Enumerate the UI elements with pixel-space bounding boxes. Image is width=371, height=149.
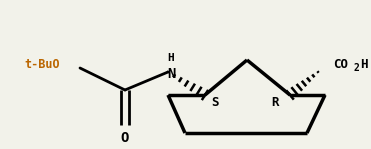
Text: t-BuO: t-BuO	[24, 58, 60, 70]
Text: H: H	[360, 59, 368, 72]
Text: 2: 2	[354, 63, 360, 73]
Text: N: N	[167, 67, 175, 81]
Text: CO: CO	[333, 59, 348, 72]
Text: R: R	[271, 96, 279, 108]
Text: S: S	[211, 96, 219, 108]
Text: O: O	[121, 131, 129, 145]
Text: H: H	[168, 53, 174, 63]
